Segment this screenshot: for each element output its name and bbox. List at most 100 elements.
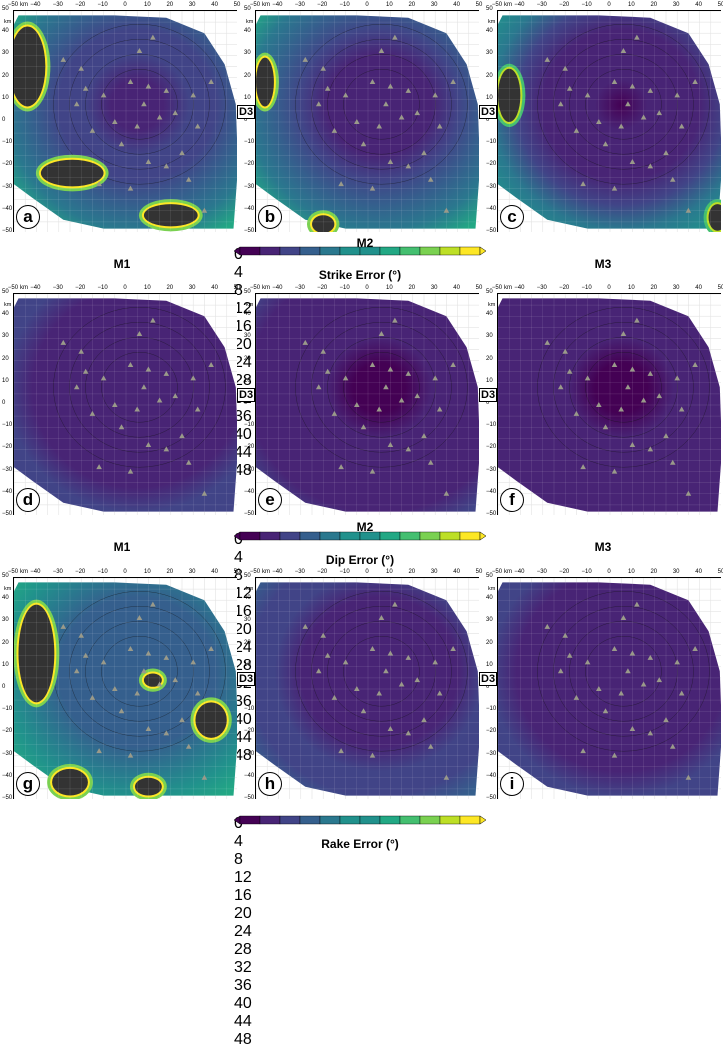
station-marker — [338, 181, 344, 187]
x-tick-label: 30 — [430, 569, 438, 575]
x-tick-label: 10 — [144, 569, 151, 575]
panel-letter-b: b — [258, 205, 282, 229]
contour-line — [327, 337, 436, 438]
error-field — [256, 15, 479, 229]
x-tick-label: −20 — [75, 285, 86, 291]
x-tick-label: −50 — [7, 2, 19, 8]
station-marker — [141, 384, 147, 390]
station-marker — [421, 717, 427, 723]
x-tick-label: −30 — [294, 2, 305, 8]
y-tick-label: −30 — [2, 466, 13, 473]
colorbar-tick-label: 16 — [234, 318, 252, 335]
station-marker — [620, 330, 627, 336]
y-tick-label: −50 — [2, 511, 13, 517]
station-marker — [580, 464, 586, 470]
map-panel-d — [13, 293, 237, 515]
station-marker — [331, 127, 338, 133]
station-marker — [156, 681, 163, 687]
station-marker — [443, 490, 450, 496]
station-marker — [414, 393, 421, 399]
station-marker — [669, 459, 676, 465]
y-tick-label: −40 — [486, 205, 497, 212]
x-tick-label: −40 — [272, 569, 283, 575]
y-tick-label: −30 — [486, 750, 497, 757]
x-tick-label: 30 — [430, 285, 438, 291]
station-marker — [369, 646, 376, 652]
colorbar-tick-label: 12 — [234, 300, 252, 317]
contour-line — [53, 24, 226, 185]
y-tick-label: −10 — [2, 706, 13, 713]
station-marker — [566, 85, 573, 91]
y-tick-label: 0 — [244, 400, 248, 406]
x-tick-label: 20 — [408, 569, 416, 575]
station-marker — [392, 601, 398, 607]
model-label-m1: M1 — [113, 257, 131, 271]
station-marker — [73, 101, 80, 107]
error-field — [14, 582, 237, 796]
station-marker — [376, 406, 382, 412]
station-marker — [647, 730, 654, 736]
x-tick-label: −30 — [52, 2, 63, 8]
error-field — [256, 582, 479, 796]
station-marker — [145, 366, 152, 372]
colorbar-tick-label: 4 — [234, 549, 243, 566]
y-tick-label: 30 — [244, 333, 251, 340]
station-marker — [566, 652, 573, 658]
station-marker — [360, 141, 367, 147]
x-tick-label: −10 — [339, 285, 350, 291]
contour-line — [69, 606, 210, 737]
station-marker — [338, 748, 344, 754]
colorbar-tick-label: 12 — [234, 585, 252, 602]
contour-line — [295, 591, 468, 752]
station-marker — [112, 686, 118, 691]
model-label-m1: M1 — [113, 540, 131, 554]
y-tick-label: −10 — [486, 139, 497, 146]
map-panel-g — [13, 577, 237, 799]
contour-line — [101, 636, 178, 707]
station-marker — [118, 141, 125, 147]
panel-letter-g: g — [16, 772, 40, 796]
station-marker — [82, 368, 89, 374]
colorbar-tick-label: 44 — [234, 1013, 252, 1030]
contour-line — [311, 39, 452, 170]
y-tick-label: −30 — [486, 466, 497, 473]
x-tick-label: 50 — [717, 569, 723, 575]
dataset-label: D3 — [479, 105, 498, 119]
station-marker — [315, 384, 322, 390]
station-marker — [436, 406, 443, 412]
y-tick-label: −50 — [486, 795, 497, 801]
station-marker — [398, 397, 405, 403]
y-tick-label: 10 — [244, 94, 251, 101]
station-marker — [163, 370, 170, 376]
y-tick-label: 40 — [2, 595, 9, 602]
station-marker — [405, 446, 412, 452]
colorbar-tick-label: 28 — [234, 372, 252, 389]
station-marker — [443, 207, 450, 213]
station-marker — [405, 370, 412, 376]
station-marker — [82, 85, 89, 91]
x-tick-label: 0 — [607, 569, 611, 575]
station-marker — [584, 375, 591, 381]
y-tick-label: 40 — [486, 311, 493, 318]
station-marker — [118, 708, 125, 714]
x-tick-label: −40 — [30, 285, 41, 291]
error-field — [498, 15, 721, 229]
station-marker — [172, 677, 179, 683]
station-marker — [185, 459, 192, 465]
station-marker — [78, 632, 84, 638]
x-tick-label: −20 — [317, 285, 328, 291]
station-marker — [685, 490, 692, 496]
station-marker — [141, 668, 147, 674]
station-marker — [405, 730, 412, 736]
station-marker — [208, 79, 214, 85]
x-tick-label: −10 — [97, 2, 108, 8]
station-marker — [669, 743, 676, 749]
station-marker — [387, 366, 394, 372]
dataset-label: D3 — [479, 672, 498, 686]
station-marker — [421, 150, 427, 156]
y-tick-label: −20 — [2, 728, 13, 735]
y-unit-label: km — [4, 586, 12, 592]
x-tick-label: 0 — [365, 569, 369, 575]
contour-line — [85, 337, 194, 438]
station-marker — [302, 623, 309, 629]
